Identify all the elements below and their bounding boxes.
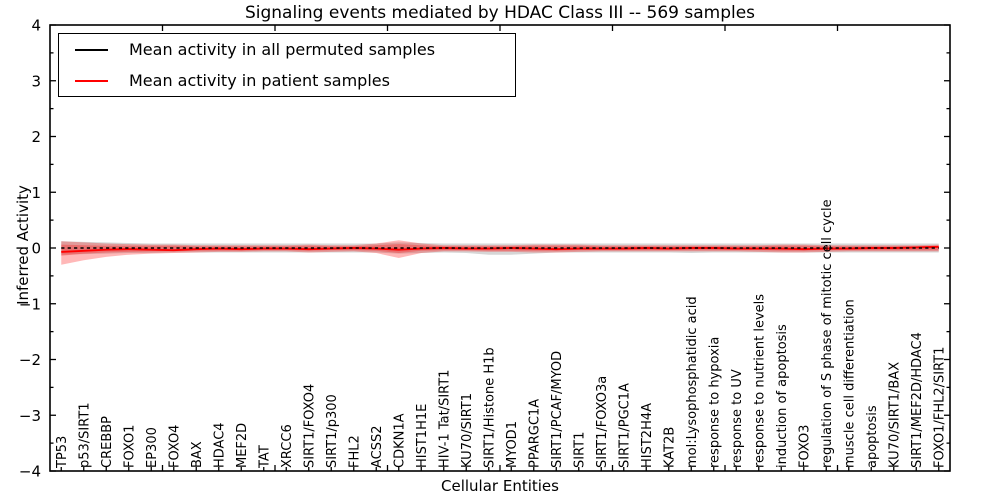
x-category-label: FOXO1	[122, 425, 137, 468]
y-tick-label: 2	[31, 128, 41, 146]
x-category-label: regulation of S phase of mitotic cell cy…	[820, 199, 835, 468]
x-category-label: TP53	[55, 436, 70, 469]
y-tick-label: 3	[31, 72, 41, 90]
x-category-label: SIRT1/PCAF/MYOD	[550, 351, 565, 468]
x-category-label: SIRT1	[572, 432, 587, 468]
x-category-label: SIRT1/p300	[325, 394, 340, 468]
x-category-label: FOXO1/FHL2/SIRT1	[932, 347, 947, 468]
legend-item-permuted: Mean activity in all permuted samples	[59, 35, 515, 65]
x-category-label: response to nutrient levels	[752, 294, 767, 468]
y-tick-label: −3	[19, 407, 41, 425]
x-category-label: SIRT1/MEF2D/HDAC4	[910, 332, 925, 468]
x-category-label: MYOD1	[505, 421, 520, 468]
legend-item-patient: Mean activity in patient samples	[59, 66, 515, 96]
x-category-label: CDKN1A	[392, 413, 407, 468]
y-tick-label: −1	[19, 295, 41, 313]
x-category-label: HDAC4	[212, 422, 227, 468]
x-category-label: FHL2	[347, 435, 362, 468]
x-category-label: mol:Lysophosphatidic acid	[685, 296, 700, 468]
x-category-label: SIRT1/Histone H1b	[482, 347, 497, 468]
x-category-label: MEF2D	[235, 423, 250, 468]
y-tick-label: −4	[19, 463, 41, 481]
x-axis-label: Cellular Entities	[441, 477, 559, 495]
patient-mean-line	[61, 245, 939, 253]
legend-label-patient: Mean activity in patient samples	[129, 71, 390, 90]
y-tick-label: 0	[31, 240, 41, 258]
x-category-label: p53/SIRT1	[77, 402, 92, 468]
chart-title: Signaling events mediated by HDAC Class …	[244, 3, 756, 23]
x-category-label: XRCC6	[280, 424, 295, 468]
y-tick-labels: −4 −3 −2 −1 0 1 2 3 4	[19, 17, 41, 481]
y-tick-label: 4	[31, 17, 41, 35]
y-tick-label: 1	[31, 184, 41, 202]
uncertainty-bands	[61, 240, 939, 265]
x-category-label: SIRT1/FOXO3a	[595, 376, 610, 468]
x-category-label: HIST1H1E	[415, 404, 430, 468]
permuted-line-swatch	[75, 48, 108, 51]
patient-samples-spread-inner	[61, 244, 939, 256]
x-category-label: HIST2H4A	[640, 403, 655, 468]
x-category-label: TAT	[257, 445, 272, 469]
x-category-label: KU70/SIRT1	[460, 393, 475, 468]
patient-samples-spread-outer	[61, 240, 939, 265]
x-category-label: PPARGC1A	[527, 399, 542, 468]
x-category-label: KU70/SIRT1/BAX	[887, 362, 902, 468]
x-category-label: EP300	[145, 427, 160, 468]
y-tick-label: −2	[19, 351, 41, 369]
x-category-label: BAX	[190, 441, 205, 468]
y-axis-label: Inferred Activity	[14, 185, 32, 305]
x-category-label: CREBBP	[100, 416, 115, 468]
x-category-label: apoptosis	[865, 405, 880, 468]
x-category-label: KAT2B	[662, 427, 677, 468]
x-category-label: response to UV	[730, 369, 745, 468]
x-category-label: muscle cell differentiation	[842, 299, 857, 468]
axis-ticks	[50, 24, 950, 472]
legend-label-permuted: Mean activity in all permuted samples	[129, 40, 436, 59]
x-category-label: SIRT1/PGC1A	[617, 383, 632, 468]
x-category-label: SIRT1/FOXO4	[302, 384, 317, 468]
patient-line-swatch	[75, 79, 108, 82]
x-category-label: FOXO4	[167, 425, 182, 468]
x-category-label: induction of apoptosis	[775, 324, 790, 468]
x-category-label: HIV-1 Tat/SIRT1	[437, 370, 452, 468]
legend: Mean activity in all permuted samples Me…	[58, 33, 516, 97]
x-category-label: FOXO3	[797, 425, 812, 468]
x-category-label: response to hypoxia	[707, 337, 722, 468]
x-category-label: ACSS2	[370, 425, 385, 468]
x-category-labels: TP53 p53/SIRT1 CREBBP FOXO1 EP300 FOXO4 BAX HDA…	[55, 199, 948, 469]
